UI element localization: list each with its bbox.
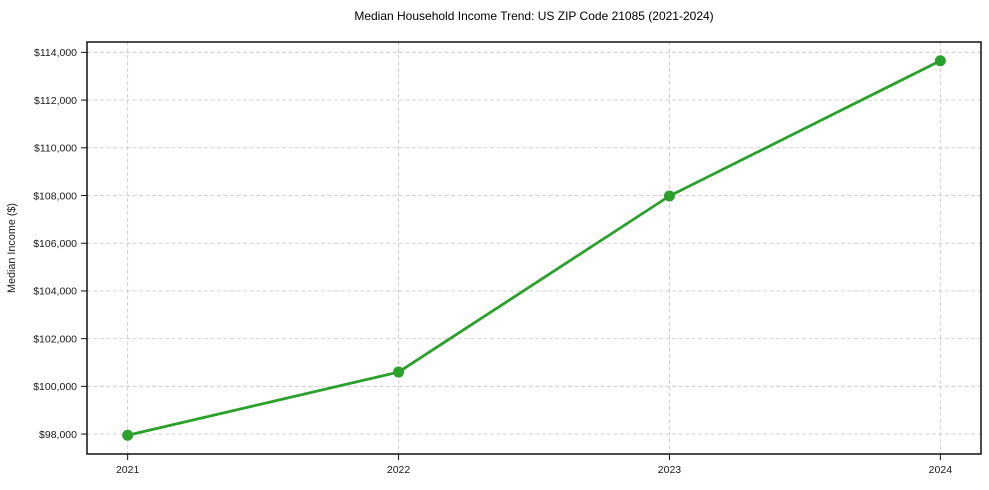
tick-labels-group: $98,000 $100,000 $102,000 $104,000 $106,000 $… [33, 47, 952, 476]
x-tick-label: 2023 [658, 464, 682, 476]
y-axis-label: Median Income ($) [6, 203, 18, 293]
chart-title: Median Household Income Trend: US ZIP Co… [354, 9, 713, 23]
series-group [122, 55, 946, 441]
y-tick-label: $112,000 [34, 95, 77, 107]
x-tick-label: 2022 [387, 464, 411, 476]
data-point-2023 [663, 190, 675, 202]
plot-area [87, 42, 981, 454]
y-tick-label: $98,000 [39, 429, 77, 441]
x-tick-label: 2021 [116, 464, 140, 476]
y-tick-label: $100,000 [33, 381, 77, 393]
data-point-2021 [122, 429, 134, 441]
y-tick-label: $104,000 [33, 286, 77, 298]
y-tick-label: $106,000 [33, 238, 77, 250]
x-tick-label: 2024 [929, 464, 953, 476]
y-tick-label: $102,000 [33, 333, 77, 345]
y-tick-label: $110,000 [34, 143, 77, 155]
data-point-2024 [934, 55, 946, 67]
y-tick-label: $108,000 [33, 190, 77, 202]
data-point-2022 [393, 366, 405, 378]
ticks-group [81, 51, 941, 460]
y-tick-label: $114,000 [34, 47, 77, 59]
gridlines-group [87, 42, 981, 454]
plot-border [86, 41, 982, 455]
income-trend-line [126, 59, 942, 437]
